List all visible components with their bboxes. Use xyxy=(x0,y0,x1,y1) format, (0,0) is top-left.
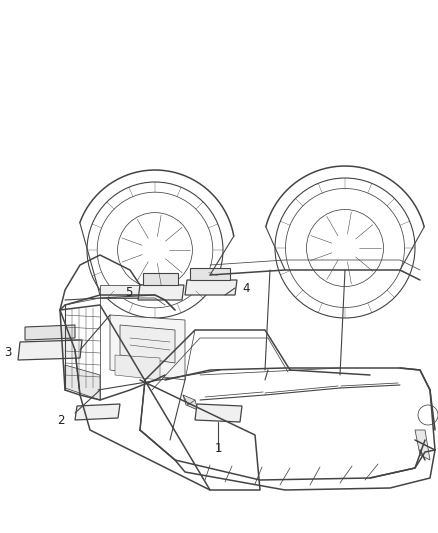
Polygon shape xyxy=(190,268,230,280)
Polygon shape xyxy=(100,285,140,298)
Polygon shape xyxy=(75,404,120,420)
Polygon shape xyxy=(65,365,100,400)
Text: 5: 5 xyxy=(125,287,132,300)
Polygon shape xyxy=(183,395,198,410)
Text: 1: 1 xyxy=(214,442,222,455)
Polygon shape xyxy=(415,430,430,460)
Text: 4: 4 xyxy=(242,281,250,295)
Polygon shape xyxy=(18,340,82,360)
Polygon shape xyxy=(185,280,237,295)
Text: 2: 2 xyxy=(57,414,65,426)
Polygon shape xyxy=(115,355,160,380)
Polygon shape xyxy=(138,285,184,300)
Polygon shape xyxy=(143,273,178,285)
Text: 3: 3 xyxy=(5,345,12,359)
Polygon shape xyxy=(25,325,75,340)
Polygon shape xyxy=(195,404,242,422)
Polygon shape xyxy=(120,325,175,363)
Polygon shape xyxy=(110,315,185,380)
